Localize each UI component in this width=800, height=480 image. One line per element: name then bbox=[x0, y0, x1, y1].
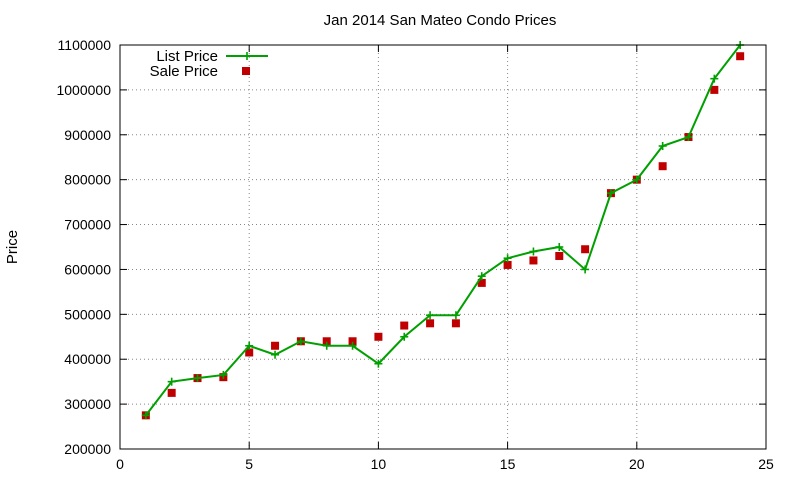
sale-price-point bbox=[710, 85, 719, 94]
chart-title: Jan 2014 San Mateo Condo Prices bbox=[324, 12, 557, 29]
sale-price-point bbox=[322, 337, 331, 346]
y-tick-label: 500000 bbox=[64, 306, 111, 322]
legend: List Price Sale Price bbox=[150, 48, 268, 80]
list-price-point bbox=[658, 142, 667, 150]
y-tick-label: 900000 bbox=[64, 127, 111, 143]
x-tick-label: 0 bbox=[116, 456, 124, 472]
sale-price-point bbox=[167, 388, 176, 397]
x-tick-label: 15 bbox=[500, 456, 516, 472]
sale-price-point bbox=[451, 319, 460, 328]
y-tick-label: 700000 bbox=[64, 217, 111, 233]
sale-price-point bbox=[271, 341, 280, 350]
list-price-point bbox=[245, 341, 254, 350]
sale-price-point bbox=[400, 321, 409, 330]
y-tick-label: 800000 bbox=[64, 172, 111, 188]
legend-markers bbox=[226, 52, 268, 75]
sale-price-point bbox=[477, 278, 486, 287]
sale-price-point bbox=[529, 256, 538, 265]
series-layer bbox=[141, 41, 745, 420]
list-price-point bbox=[348, 341, 357, 350]
list-price-point bbox=[477, 272, 486, 281]
x-tick-label: 5 bbox=[245, 456, 253, 472]
legend-label-list-price: List Price bbox=[156, 48, 218, 65]
grid bbox=[120, 45, 766, 449]
series-list-price bbox=[141, 41, 745, 420]
y-tick-label: 400000 bbox=[64, 351, 111, 367]
list-price-point bbox=[684, 133, 693, 142]
x-tick-label: 25 bbox=[758, 456, 774, 472]
y-axis-label: Price bbox=[4, 230, 21, 264]
ticks: 200000 300000 400000 500000 600000 700000 8000… bbox=[56, 37, 774, 472]
list-price-point bbox=[581, 265, 590, 274]
list-price-point bbox=[219, 370, 228, 379]
sale-price-point bbox=[374, 332, 383, 341]
list-price-point bbox=[322, 341, 331, 350]
list-price-point bbox=[529, 247, 538, 256]
sale-price-point bbox=[736, 52, 745, 61]
list-price-line bbox=[145, 44, 741, 416]
list-price-point bbox=[374, 359, 383, 368]
list-price-point bbox=[271, 350, 280, 359]
x-tick-label: 20 bbox=[629, 456, 645, 472]
list-price-point bbox=[167, 377, 176, 386]
plot-frame bbox=[119, 44, 767, 450]
sale-price-point bbox=[503, 260, 512, 269]
list-price-point bbox=[193, 374, 202, 383]
y-tick-label: 600000 bbox=[64, 261, 111, 277]
legend-marker-sale-price bbox=[242, 67, 250, 75]
list-price-point bbox=[296, 337, 305, 346]
legend-label-sale-price: Sale Price bbox=[150, 63, 218, 80]
list-price-point bbox=[632, 175, 641, 184]
sale-price-point bbox=[245, 348, 254, 357]
list-price-point bbox=[451, 311, 460, 320]
legend-marker-list-price bbox=[243, 52, 251, 60]
sale-price-point bbox=[555, 251, 564, 260]
list-price-point bbox=[710, 74, 719, 83]
sale-price-point bbox=[658, 162, 667, 171]
y-tick-label: 300000 bbox=[64, 396, 111, 412]
list-price-point bbox=[555, 243, 564, 251]
y-tick-label: 200000 bbox=[64, 441, 111, 457]
y-tick-label: 1000000 bbox=[56, 82, 111, 98]
sale-price-point bbox=[581, 245, 590, 254]
list-price-point bbox=[606, 189, 615, 198]
y-tick-label: 1100000 bbox=[58, 37, 112, 53]
list-price-point bbox=[503, 254, 512, 263]
list-price-point bbox=[141, 411, 150, 420]
list-price-point bbox=[426, 311, 435, 320]
list-price-point bbox=[400, 332, 409, 341]
sale-price-point bbox=[348, 337, 357, 346]
sale-price-point bbox=[426, 319, 435, 328]
x-tick-label: 10 bbox=[371, 456, 387, 472]
